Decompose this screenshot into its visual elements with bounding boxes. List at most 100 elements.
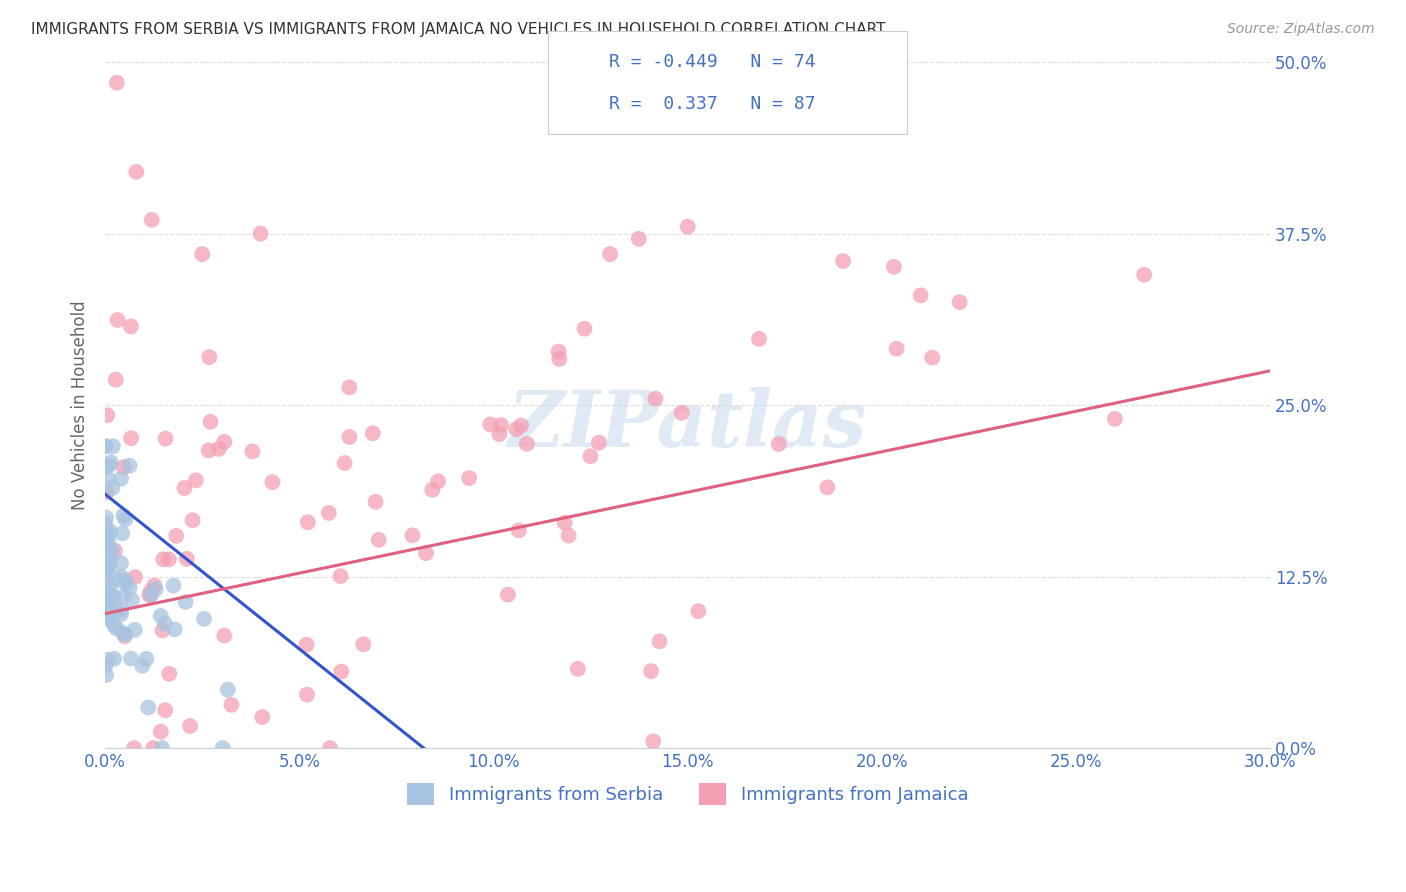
Point [94,439,117,453]
Point [100,524,122,539]
Point [155,703,177,717]
Point [676,219,699,234]
Point [96,593,118,607]
Point [94,659,117,673]
Point [143,579,166,593]
Point [910,288,932,302]
Point [110,603,132,617]
Point [101,439,124,453]
Point [318,506,340,520]
Point [193,612,215,626]
Point [174,595,197,609]
Point [98,552,121,566]
Point [112,508,135,523]
Point [262,475,284,490]
Point [337,380,360,394]
Point [104,373,127,387]
Point [104,543,127,558]
Point [588,435,610,450]
Point [173,481,195,495]
Point [98,588,121,602]
Point [94,583,117,598]
Point [124,570,146,584]
Point [149,724,172,739]
Point [94,460,117,475]
Point [217,682,239,697]
Point [748,332,770,346]
Point [1104,412,1126,426]
Point [112,626,135,640]
Point [96,484,118,499]
Point [114,576,136,591]
Point [249,227,271,241]
Point [112,460,135,475]
Point [567,662,589,676]
Point [149,609,172,624]
Point [101,543,124,558]
Point [479,417,502,432]
Point [96,409,118,423]
Point [648,634,671,648]
Point [339,430,361,444]
Point [97,528,120,542]
Point [94,545,117,559]
Point [214,629,236,643]
Point [163,623,186,637]
Point [118,581,141,595]
Point [100,455,122,469]
Point [105,622,128,636]
Point [252,710,274,724]
Point [103,652,125,666]
Point [97,556,120,570]
Point [98,580,121,594]
Point [145,582,167,596]
Text: ZIPatlas: ZIPatlas [508,387,868,464]
Point [124,623,146,637]
Point [211,741,233,756]
Point [415,546,437,560]
Point [558,528,581,542]
Point [295,638,318,652]
Point [103,590,125,604]
Point [458,471,481,485]
Point [883,260,905,274]
Point [152,552,174,566]
Point [427,475,450,489]
Point [104,604,127,618]
Point [319,741,342,756]
Point [640,664,662,678]
Point [817,480,839,494]
Point [333,456,356,470]
Point [488,427,510,442]
Point [97,612,120,626]
Point [181,513,204,527]
Point [1133,268,1156,282]
Point [329,569,352,583]
Point [510,418,533,433]
Point [671,406,693,420]
Point [122,741,145,756]
Point [153,616,176,631]
Point [96,563,118,577]
Point [139,584,162,599]
Point [198,350,221,364]
Point [367,533,389,547]
Point [208,442,231,456]
Point [574,321,596,335]
Point [688,604,710,618]
Point [364,495,387,509]
Point [101,481,124,495]
Point [135,652,157,666]
Point [120,319,142,334]
Point [114,574,136,588]
Text: R = -0.449   N = 74: R = -0.449 N = 74 [609,53,815,70]
Point [191,247,214,261]
Point [214,434,236,449]
Point [96,526,118,541]
Text: IMMIGRANTS FROM SERBIA VS IMMIGRANTS FROM JAMAICA NO VEHICLES IN HOUSEHOLD CORRE: IMMIGRANTS FROM SERBIA VS IMMIGRANTS FRO… [31,22,886,37]
Point [157,666,180,681]
Point [97,540,120,554]
Point [162,579,184,593]
Text: R =  0.337   N = 87: R = 0.337 N = 87 [609,95,815,113]
Point [110,607,132,621]
